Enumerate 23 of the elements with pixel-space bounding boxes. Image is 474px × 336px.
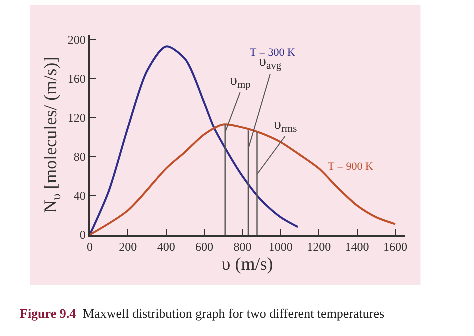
y-tick-label: 200 [68, 33, 86, 48]
x-tick-label: 1400 [345, 240, 370, 254]
line-series [90, 124, 396, 235]
x-tick-label: 400 [157, 240, 176, 254]
x-tick-label: 200 [119, 240, 138, 254]
y-tick-label: 40 [74, 189, 86, 204]
line-series [90, 46, 300, 235]
y-tick-label: 80 [74, 150, 86, 164]
x-axis-title: υ (m/s) [222, 254, 274, 274]
x-tick-label: 600 [196, 240, 214, 254]
y-tick-label: 120 [68, 111, 86, 126]
annotation: υ$_{mp}$ [230, 73, 251, 92]
x-tick-label: 1600 [383, 240, 408, 254]
x-tick-label: 800 [234, 240, 252, 254]
text: T = 300 K [250, 47, 296, 59]
x-tick-label: 1200 [307, 240, 332, 254]
x-tick-label: 1000 [268, 240, 293, 254]
annotation: υ$_{rms}$ [274, 117, 298, 136]
y-tick-label: 0 [80, 228, 86, 242]
y-tick-label: 160 [68, 72, 86, 86]
text: Maxwell distribution graph for two different temperatures [83, 306, 385, 321]
caption: Figure 9.4 [20, 306, 77, 321]
series-label: T = 900 K [328, 161, 374, 173]
